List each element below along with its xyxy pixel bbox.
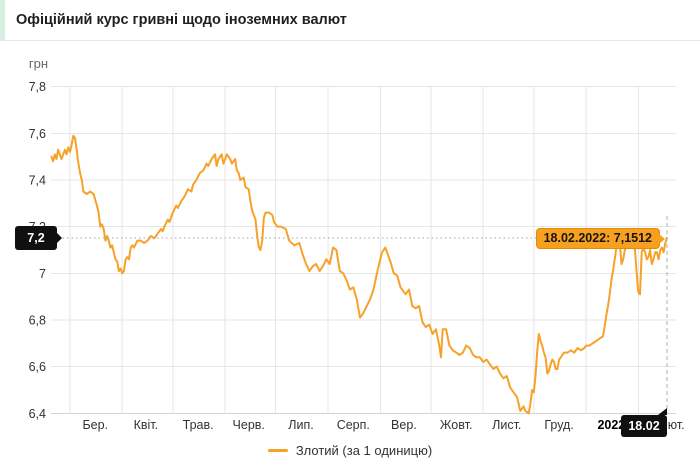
y-crosshair-badge: 7,2 bbox=[15, 226, 62, 250]
header-accent-stripe bbox=[0, 0, 5, 40]
x-month-label: Трав. bbox=[183, 418, 214, 432]
y-tick-label: 6,6 bbox=[29, 360, 46, 374]
x-crosshair-badge: 18.02 bbox=[621, 408, 667, 437]
y-tick-label: 7 bbox=[39, 267, 46, 281]
tooltip-arrow-icon bbox=[659, 233, 666, 244]
y-tick-label: 7,6 bbox=[29, 127, 46, 141]
y-tick-label: 7,8 bbox=[29, 80, 46, 94]
legend: Злотий (за 1 одиницю) bbox=[0, 443, 700, 458]
chart-tooltip: 18.02.2022: 7,1512 bbox=[535, 228, 666, 249]
card-header: Офіційний курс гривні щодо іноземних вал… bbox=[0, 0, 700, 41]
series-line[interactable] bbox=[50, 134, 668, 415]
crosshair-layer bbox=[58, 216, 668, 414]
x-month-label: Груд. bbox=[544, 418, 573, 432]
x-month-label: Лист. bbox=[492, 418, 521, 432]
y-crosshair-badge-text: 7,2 bbox=[27, 231, 45, 245]
y-axis-unit-label: грн bbox=[29, 56, 48, 71]
grid-layer bbox=[51, 86, 676, 414]
y-crosshair-badge-arrow-icon bbox=[57, 233, 62, 243]
legend-series-marker-icon bbox=[267, 449, 288, 452]
x-month-label: Черв. bbox=[233, 418, 265, 432]
legend-series-label[interactable]: Злотий (за 1 одиницю) bbox=[295, 443, 433, 458]
x-crosshair-badge-arrow-icon bbox=[658, 408, 667, 415]
x-crosshair-badge-text: 18.02 bbox=[628, 419, 660, 433]
y-tick-label: 6,8 bbox=[29, 313, 46, 327]
x-month-label: 2022 bbox=[597, 418, 625, 432]
series-layer bbox=[50, 134, 668, 415]
page-title: Офіційний курс гривні щодо іноземних вал… bbox=[16, 12, 347, 28]
x-month-label: Жовт. bbox=[440, 418, 473, 432]
x-month-label: Лип. bbox=[288, 418, 313, 432]
y-tick-label: 7,4 bbox=[29, 173, 46, 187]
x-month-label: Бер. bbox=[82, 418, 108, 432]
x-month-label: Серп. bbox=[337, 418, 370, 432]
x-month-label: Квіт. bbox=[134, 418, 159, 432]
x-month-label: Вер. bbox=[391, 418, 417, 432]
axis-label-layer: 7,8 7,6 7,4 7,2 7 6,8 6,6 6,4 Бер. Квіт. Трав. Черв… bbox=[29, 80, 685, 432]
tooltip-text: 18.02.2022: 7,1512 bbox=[543, 231, 653, 245]
y-tick-label: 6,4 bbox=[29, 407, 46, 421]
